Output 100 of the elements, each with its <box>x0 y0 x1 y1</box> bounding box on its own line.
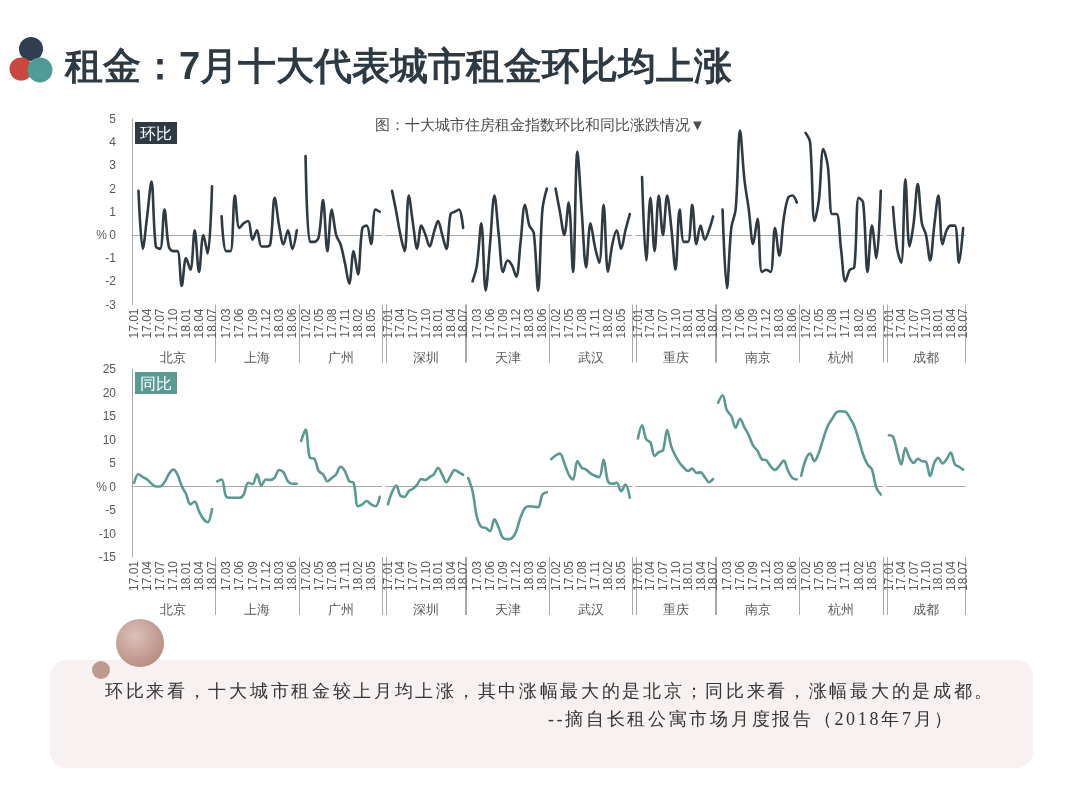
x-tick-label: 17.08 <box>825 308 840 339</box>
y-tick-label: 5 <box>109 456 117 470</box>
x-tick-label: 18.03 <box>772 308 787 339</box>
x-tick-label: 17.07 <box>906 560 921 592</box>
x-tick-label: 17.10 <box>919 308 933 339</box>
x-tick-label: 17.02 <box>548 560 563 592</box>
x-axis-title: 成都 <box>913 602 939 617</box>
y-tick-label: -10 <box>98 526 117 541</box>
x-tick-label: 18.07 <box>205 308 220 339</box>
x-tick-label: 18.06 <box>785 308 800 339</box>
x-tick-label: 18.04 <box>443 560 458 592</box>
x-tick-label: 18.01 <box>681 308 696 339</box>
x-tick-label: 17.05 <box>811 560 826 592</box>
x-tick-label: 18.02 <box>350 560 365 592</box>
x-tick-label: 17.06 <box>232 308 247 339</box>
x-tick-label: 18.03 <box>772 560 787 592</box>
x-tick-label: 18.06 <box>535 560 550 592</box>
x-tick-label: 18.04 <box>192 560 207 592</box>
x-tick-label: 17.10 <box>166 308 181 339</box>
x-tick-label: 18.01 <box>179 560 194 592</box>
x-tick-label: 17.06 <box>483 560 498 592</box>
x-tick-label: 17.06 <box>733 308 748 339</box>
x-tick-label: 18.05 <box>364 308 379 339</box>
x-tick-label: 18.02 <box>851 560 866 592</box>
x-tick-label: 17.05 <box>811 308 826 339</box>
x-tick-label: 17.07 <box>405 308 420 339</box>
x-axis-title: 重庆 <box>662 349 689 365</box>
x-tick-label: 17.11 <box>838 308 853 338</box>
x-tick-label: 17.08 <box>574 560 589 592</box>
x-tick-label: 18.06 <box>785 560 800 592</box>
x-tick-label: 17.01 <box>380 308 395 339</box>
x-tick-label: 17.08 <box>324 560 339 592</box>
x-tick-label: 17.01 <box>127 560 142 592</box>
x-tick-label: 18.07 <box>706 308 721 339</box>
x-tick-label: 18.07 <box>706 560 721 592</box>
x-tick-label: 17.07 <box>153 308 168 339</box>
x-tick-label: 17.04 <box>393 560 408 592</box>
x-tick-label: 18.01 <box>431 308 446 339</box>
x-axis-title: 杭州 <box>827 349 854 365</box>
x-axis-title: 天津 <box>494 602 521 617</box>
x-axis-title: 南京 <box>744 602 771 617</box>
x-axis-title: 上海 <box>244 602 270 617</box>
x-tick-label: 17.01 <box>630 560 645 592</box>
x-tick-label: 17.04 <box>894 560 909 592</box>
x-tick-label: 17.04 <box>643 560 658 592</box>
x-axis-title: 武汉 <box>577 602 604 617</box>
x-tick-label: 17.12 <box>509 560 524 592</box>
x-tick-label: 17.05 <box>311 560 326 592</box>
x-tick-label: 18.06 <box>285 560 300 592</box>
text: 租金：7月十大代表城市租金环比均上涨 <box>65 44 733 89</box>
x-tick-label: 18.03 <box>522 560 537 592</box>
x-tick-label: 18.05 <box>864 560 879 592</box>
x-tick-label: 17.02 <box>798 560 813 592</box>
x-axis-title: 杭州 <box>827 602 854 617</box>
y-tick-label: 4 <box>109 135 117 150</box>
y-axis-title: % <box>96 227 108 242</box>
x-tick-label: 17.10 <box>418 560 433 592</box>
x-axis-title: 北京 <box>160 349 187 365</box>
x-tick-label: 17.06 <box>483 308 498 339</box>
x-tick-label: 17.07 <box>906 308 921 339</box>
x-tick-label: 18.04 <box>192 308 207 339</box>
y-tick-label: -1 <box>105 251 117 266</box>
x-tick-label: 17.05 <box>311 308 326 339</box>
x-tick-label: 18.03 <box>522 308 537 339</box>
x-axis-title: 南京 <box>744 349 771 365</box>
x-tick-label: 17.08 <box>324 308 339 339</box>
x-tick-label: 17.11 <box>337 560 352 591</box>
x-tick-label: 18.01 <box>931 560 946 592</box>
x-tick-label: 18.05 <box>614 560 629 592</box>
x-axis-title: 天津 <box>494 349 521 365</box>
x-tick-label: 18.07 <box>456 308 471 339</box>
x-tick-label: 17.07 <box>153 560 168 592</box>
x-tick-label: 18.03 <box>272 308 287 339</box>
x-tick-label: 18.04 <box>693 560 708 592</box>
x-tick-label: 17.03 <box>219 560 234 592</box>
x-tick-label: 17.03 <box>469 308 484 339</box>
x-tick-label: 17.11 <box>838 560 853 591</box>
x-tick-label: 17.12 <box>258 308 273 339</box>
x-tick-label: 17.04 <box>393 308 408 339</box>
y-tick-label: -2 <box>105 274 117 289</box>
x-tick-label: 17.02 <box>548 308 563 339</box>
x-tick-label: 18.07 <box>456 560 471 592</box>
x-tick-label: 17.02 <box>298 308 313 339</box>
x-tick-label: 17.11 <box>337 308 352 338</box>
x-tick-label: 17.02 <box>798 308 813 339</box>
x-tick-label: 18.07 <box>956 308 971 339</box>
x-axis-title: 武汉 <box>577 349 604 365</box>
x-tick-label: 18.01 <box>431 560 446 592</box>
x-tick-label: 17.03 <box>719 308 734 339</box>
x-tick-label: 17.09 <box>496 308 511 339</box>
x-tick-label: 17.03 <box>719 560 734 592</box>
line-series <box>137 180 214 288</box>
x-tick-label: 17.12 <box>759 308 774 339</box>
x-tick-label: 17.08 <box>825 560 840 592</box>
text: --摘自长租公寓市场月度报告（2018年7月） <box>547 708 955 730</box>
x-tick-label: 17.12 <box>509 308 524 339</box>
x-tick-label: 17.01 <box>881 308 896 339</box>
x-tick-label: 18.04 <box>693 308 708 339</box>
x-tick-label: 17.06 <box>733 560 748 592</box>
x-tick-label: 17.08 <box>574 308 589 339</box>
